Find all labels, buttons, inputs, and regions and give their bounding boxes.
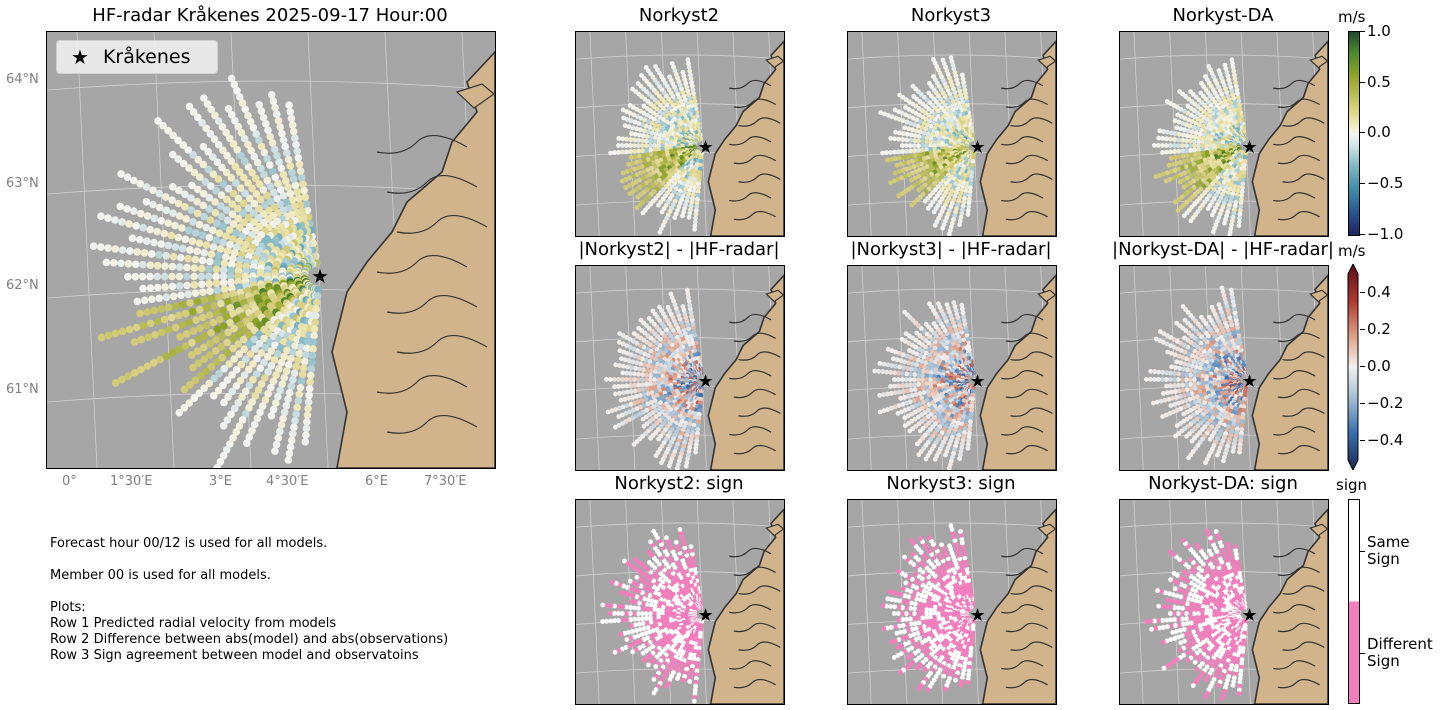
map-legend: ★ Kråkenes — [56, 40, 218, 74]
lon-label-6: 6°E — [365, 474, 388, 489]
svg-text:★: ★ — [1241, 137, 1257, 158]
colorbar1-tick-m1: −1.0 — [1359, 225, 1404, 243]
legend-label: Kråkenes — [102, 46, 191, 68]
map-norkyst2-sign[interactable]: ★ — [575, 499, 785, 705]
svg-text:★: ★ — [697, 137, 713, 158]
lat-label-61: 61°N — [6, 382, 39, 397]
map-norkyst2-velocity[interactable]: ★ — [575, 31, 785, 237]
main-radar-map[interactable]: ★ — [46, 31, 496, 469]
panel-title-r1c2: Norkyst3 — [910, 5, 992, 26]
colorbar1-tick-m05: −0.5 — [1359, 174, 1404, 192]
lon-label-1-30: 1°30′E — [110, 474, 153, 489]
colorbar3-tick-different: Different Sign — [1360, 635, 1433, 670]
panel-title-r3c3: Norkyst-DA: sign — [1148, 473, 1298, 494]
lon-label-3: 3°E — [209, 474, 232, 489]
lat-label-62: 62°N — [6, 278, 39, 293]
lat-label-63: 63°N — [6, 176, 39, 191]
colorbar1-tick-05: 0.5 — [1360, 73, 1391, 91]
star-marker-icon: ★ — [71, 45, 89, 69]
info-notes: Forecast hour 00/12 is used for all mode… — [50, 536, 449, 663]
map-norkyst-da-difference[interactable]: ★ — [1119, 265, 1329, 471]
svg-text:★: ★ — [969, 137, 985, 158]
colorbar-velocity — [1348, 31, 1360, 236]
colorbar1-unit: m/s — [1338, 8, 1366, 26]
panel-title-r1c1: Norkyst2 — [638, 5, 720, 26]
colorbar1-tick-0: 0.0 — [1360, 123, 1391, 141]
map-norkyst2-difference[interactable]: ★ — [575, 265, 785, 471]
svg-text:★: ★ — [969, 371, 985, 392]
panel-title-r3c2: Norkyst3: sign — [886, 473, 1016, 494]
colorbar2-unit: m/s — [1338, 242, 1366, 260]
panel-title-r1c3: Norkyst-DA — [1172, 5, 1274, 26]
panel-title-r2c2: |Norkyst3| - |HF-radar| — [850, 239, 1052, 260]
map-norkyst3-velocity[interactable]: ★ — [847, 31, 1057, 237]
colorbar-difference — [1347, 264, 1359, 470]
map-norkyst-da-sign[interactable]: ★ — [1119, 499, 1329, 705]
lat-label-64: 64°N — [6, 72, 39, 87]
colorbar1-tick-1: 1.0 — [1360, 22, 1391, 40]
colorbar2-tick-m02: −0.2 — [1359, 394, 1404, 412]
panel-title-r3c1: Norkyst2: sign — [614, 473, 744, 494]
main-map-title: HF-radar Kråkenes 2025-09-17 Hour:00 — [92, 5, 448, 26]
lon-label-4-30: 4°30′E — [266, 474, 309, 489]
colorbar2-tick-02: 0.2 — [1360, 320, 1391, 338]
svg-text:★: ★ — [697, 371, 713, 392]
map-norkyst-da-velocity[interactable]: ★ — [1119, 31, 1329, 237]
colorbar2-tick-m04: −0.4 — [1359, 431, 1404, 449]
colorbar3-unit: sign — [1336, 476, 1368, 494]
svg-text:★: ★ — [311, 264, 329, 288]
panel-title-r2c3: |Norkyst-DA| - |HF-radar| — [1112, 239, 1334, 260]
lon-label-0: 0° — [62, 474, 77, 489]
lon-label-7-30: 7°30′E — [424, 474, 467, 489]
colorbar2-tick-0: 0.0 — [1360, 357, 1391, 375]
colorbar3-tick-same: Same Sign — [1360, 533, 1410, 568]
colorbar2-tick-04: 0.4 — [1360, 283, 1391, 301]
map-norkyst3-difference[interactable]: ★ — [847, 265, 1057, 471]
panel-title-r2c1: |Norkyst2| - |HF-radar| — [578, 239, 780, 260]
colorbar-sign — [1348, 499, 1360, 704]
map-norkyst3-sign[interactable]: ★ — [847, 499, 1057, 705]
